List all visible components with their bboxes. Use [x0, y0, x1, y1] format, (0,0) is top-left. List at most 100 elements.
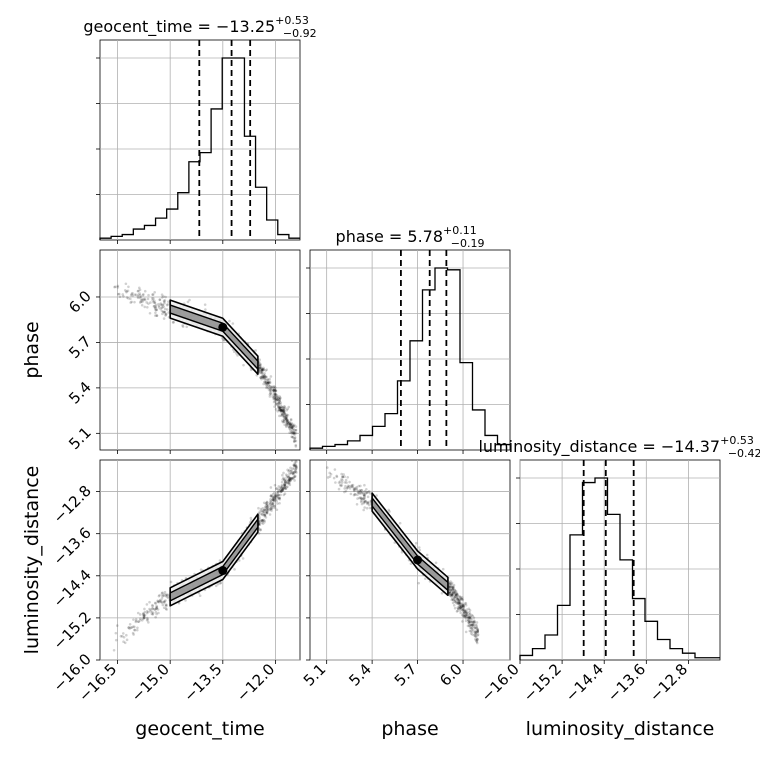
scatter-point: [474, 632, 477, 636]
scatter-point: [350, 485, 354, 488]
x-tick-label: −12.0: [233, 660, 278, 705]
scatter-point: [263, 374, 266, 378]
scatter-point: [265, 509, 269, 512]
scatter-point: [264, 375, 268, 379]
scatter-point: [145, 616, 149, 620]
scatter-point: [367, 503, 371, 507]
scatter-point: [337, 487, 341, 491]
scatter-point: [472, 633, 476, 637]
scatter-point: [363, 506, 366, 509]
scatter-point: [269, 508, 273, 511]
scatter-point: [282, 405, 286, 409]
scatter-point: [459, 596, 463, 600]
scatter-point: [289, 477, 293, 480]
scatter-point: [259, 369, 263, 373]
scatter-point: [277, 493, 280, 497]
scatter-point: [282, 485, 286, 489]
scatter-point: [280, 412, 284, 416]
scatter-point: [458, 596, 462, 599]
scatter-point: [440, 591, 444, 595]
scatter-point: [470, 617, 473, 621]
scatter-point: [157, 306, 161, 309]
scatter-point: [155, 314, 159, 318]
scatter-point: [451, 588, 455, 592]
scatter-point: [449, 589, 453, 592]
scatter-point: [270, 500, 273, 504]
scatter-point: [292, 477, 295, 480]
scatter-point: [281, 487, 285, 491]
scatter-point: [368, 506, 372, 510]
scatter-point: [264, 506, 267, 509]
scatter-point: [353, 486, 357, 490]
scatter-point: [265, 368, 269, 371]
histogram-panel-phase: phase = 5.78+0.11 −0.19: [306, 224, 511, 451]
scatter-point: [131, 294, 135, 297]
scatter-point: [278, 487, 281, 491]
scatter-point: [450, 593, 454, 597]
scatter-point: [276, 493, 279, 497]
scatter-point: [452, 598, 455, 601]
scatter-point: [473, 627, 477, 630]
scatter-point: [341, 475, 345, 479]
histogram-bar: [335, 445, 348, 450]
scatter-point: [434, 561, 438, 565]
scatter-point: [203, 303, 207, 306]
scatter-point: [283, 483, 286, 487]
scatter-point: [387, 508, 391, 512]
scatter-point: [292, 424, 295, 428]
scatter-point: [344, 489, 348, 493]
scatter-point: [153, 290, 156, 294]
scatter-point: [264, 381, 268, 385]
scatter-point: [475, 637, 479, 641]
scatter-point: [367, 490, 370, 494]
scatter-point: [365, 506, 369, 510]
scatter-point: [269, 388, 272, 391]
x-tick-label: −15.2: [520, 660, 565, 705]
scatter-point: [294, 467, 298, 471]
scatter-point: [285, 421, 289, 424]
scatter-point: [460, 596, 464, 599]
scatter-point: [292, 437, 296, 440]
scatter-point: [283, 415, 287, 419]
scatter-panel-geocent_time-vs-phase: [99, 249, 301, 451]
scatter-point: [468, 612, 472, 616]
scatter-point: [278, 406, 282, 409]
scatter-point: [264, 511, 268, 514]
scatter-point: [456, 606, 460, 609]
scatter-point: [458, 604, 462, 608]
scatter-point: [283, 484, 287, 487]
scatter-point: [151, 612, 155, 615]
scatter-point: [470, 620, 474, 624]
scatter-point: [294, 460, 297, 463]
scatter-point: [476, 630, 479, 633]
scatter-point: [264, 378, 268, 382]
x-tick-label: 5.7: [391, 660, 421, 690]
scatter-point: [277, 406, 280, 409]
scatter-point: [278, 397, 281, 401]
scatter-point: [288, 427, 291, 431]
scatter-point: [262, 368, 265, 372]
scatter-point: [270, 386, 273, 390]
scatter-point: [264, 369, 267, 372]
scatter-point: [274, 397, 278, 400]
scatter-point: [359, 496, 362, 500]
scatter-point: [360, 499, 363, 502]
scatter-point: [360, 502, 364, 506]
scatter-point: [275, 398, 279, 401]
scatter-point: [362, 494, 366, 498]
scatter-point: [343, 490, 346, 494]
scatter-point: [164, 594, 168, 597]
scatter-point: [285, 413, 289, 416]
scatter-point: [294, 439, 298, 443]
scatter-point: [465, 611, 469, 614]
scatter-point: [273, 396, 277, 399]
scatter-point: [476, 630, 479, 633]
scatter-point: [281, 486, 285, 490]
scatter-point: [272, 385, 276, 389]
scatter-point: [155, 605, 159, 609]
scatter-point: [199, 568, 203, 571]
scatter-point: [282, 478, 286, 482]
scatter-point: [269, 375, 273, 378]
scatter-point: [143, 607, 146, 611]
scatter-point: [275, 495, 278, 499]
